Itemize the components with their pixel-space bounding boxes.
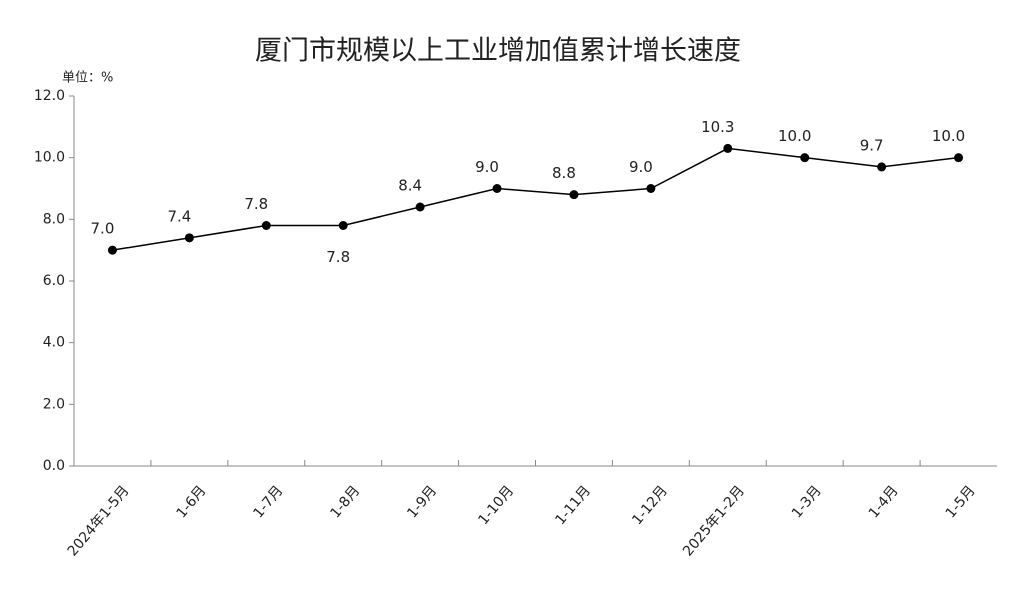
x-tick-label: 1-4月 [866,483,902,522]
line [112,147,959,251]
value-label: 7.8 [244,195,268,213]
value-label: 7.4 [167,207,191,225]
x-tick-label: 2024年1-5月 [65,483,133,560]
value-label: 9.7 [860,136,884,154]
value-label: 8.8 [552,164,576,182]
x-tick-label: 1-5月 [943,483,979,522]
point [415,202,425,212]
x-tick-label: 1-10月 [475,483,517,528]
point [569,190,579,200]
x-tick-label: 1-12月 [629,483,671,528]
point [954,153,964,163]
value-label: 9.0 [475,158,499,176]
y-tick-label: 0.0 [43,458,65,474]
point [646,184,656,193]
point [184,233,194,243]
x-tick-label: 1-3月 [789,483,825,522]
chart-title: 厦门市规模以上工业增加值累计增长速度 [255,36,741,67]
value-label: 9.0 [629,158,653,176]
y-tick-label: 10.0 [34,150,65,166]
x-tick-label: 1-8月 [327,483,363,522]
point [107,245,117,255]
x-tick-label: 2025年1-2月 [680,483,748,560]
point [338,221,348,230]
value-label: 10.0 [932,127,965,145]
value-label: 7.8 [326,248,350,266]
x-tick-label: 1-11月 [552,483,594,528]
y-tick-label: 6.0 [43,273,65,289]
value-label: 8.4 [398,177,422,195]
value-label: 10.3 [701,118,734,136]
value-label: 7.0 [91,220,115,238]
y-tick-label: 2.0 [43,396,65,412]
y-tick-label: 4.0 [43,335,65,351]
y-unit-label: 单位：% [62,71,113,86]
point [723,143,733,153]
x-tick-label: 1-9月 [404,483,440,522]
x-tick-label: 1-7月 [250,483,286,522]
point [492,184,502,193]
point [877,162,887,172]
point [800,153,810,163]
point [261,221,271,230]
y-tick-label: 8.0 [43,211,65,227]
value-label: 10.0 [778,127,811,145]
y-tick-label: 12.0 [34,88,65,104]
x-tick-label: 1-6月 [174,483,210,522]
